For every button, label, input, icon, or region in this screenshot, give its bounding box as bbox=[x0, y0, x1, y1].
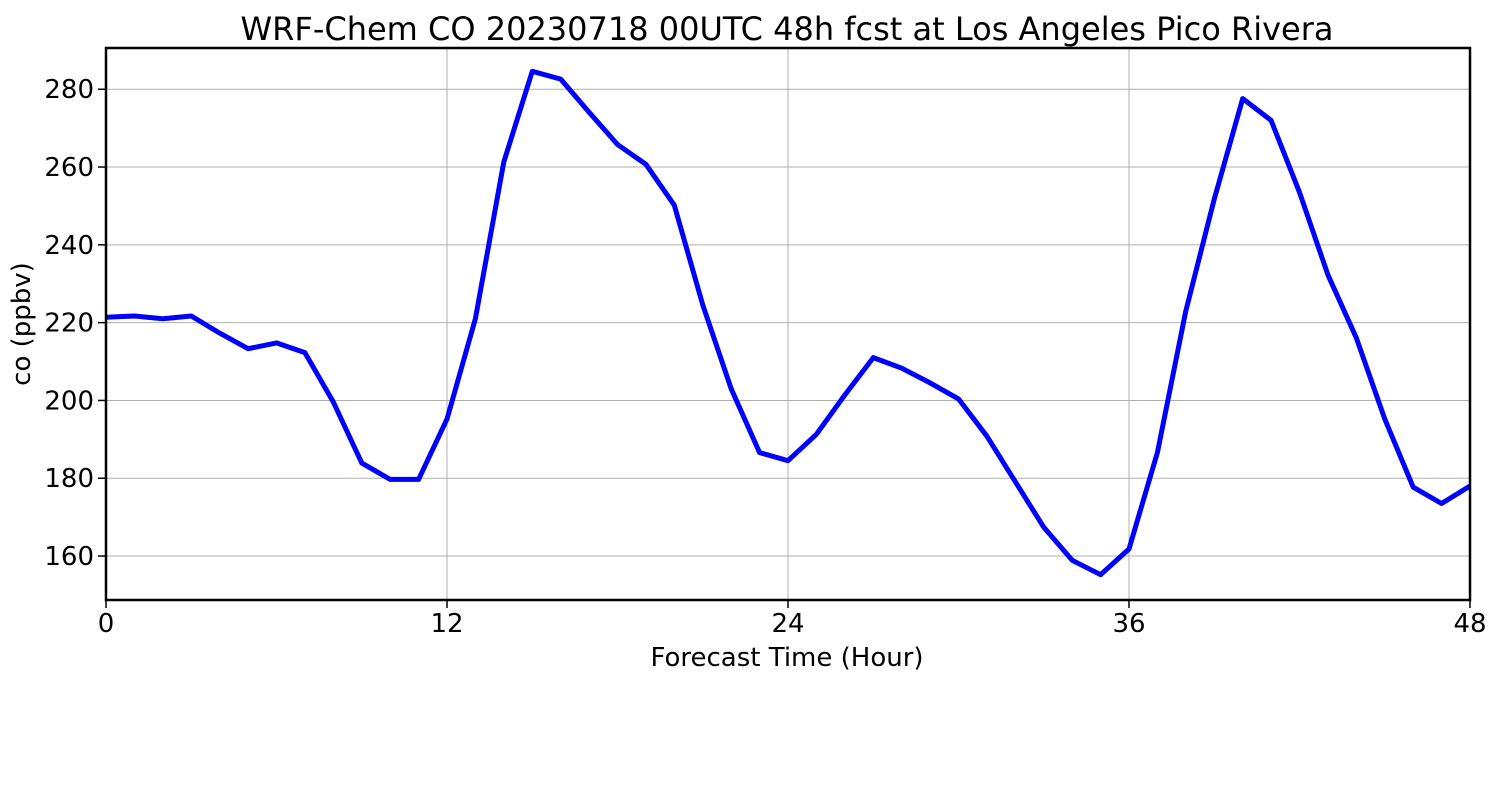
x-axis-label: Forecast Time (Hour) bbox=[650, 643, 923, 673]
x-tick-label: 48 bbox=[1453, 609, 1486, 639]
y-axis-label: co (ppbv) bbox=[7, 262, 37, 386]
y-tick-label: 200 bbox=[44, 386, 94, 416]
y-tick-label: 160 bbox=[44, 542, 94, 572]
y-axis-ticks: 160 180 200 220 240 260 280 bbox=[44, 75, 106, 572]
x-axis-ticks: 0 12 24 36 48 bbox=[98, 600, 1487, 639]
x-tick-label: 12 bbox=[430, 609, 463, 639]
chart-title: WRF-Chem CO 20230718 00UTC 48h fcst at L… bbox=[241, 10, 1334, 48]
x-tick-label: 0 bbox=[98, 609, 115, 639]
x-tick-label: 24 bbox=[771, 609, 804, 639]
y-tick-label: 180 bbox=[44, 464, 94, 494]
x-tick-label: 36 bbox=[1112, 609, 1145, 639]
y-tick-label: 220 bbox=[44, 309, 94, 339]
grid bbox=[106, 48, 1470, 600]
y-tick-label: 280 bbox=[44, 75, 94, 105]
y-tick-label: 260 bbox=[44, 153, 94, 183]
y-tick-label: 240 bbox=[44, 231, 94, 261]
